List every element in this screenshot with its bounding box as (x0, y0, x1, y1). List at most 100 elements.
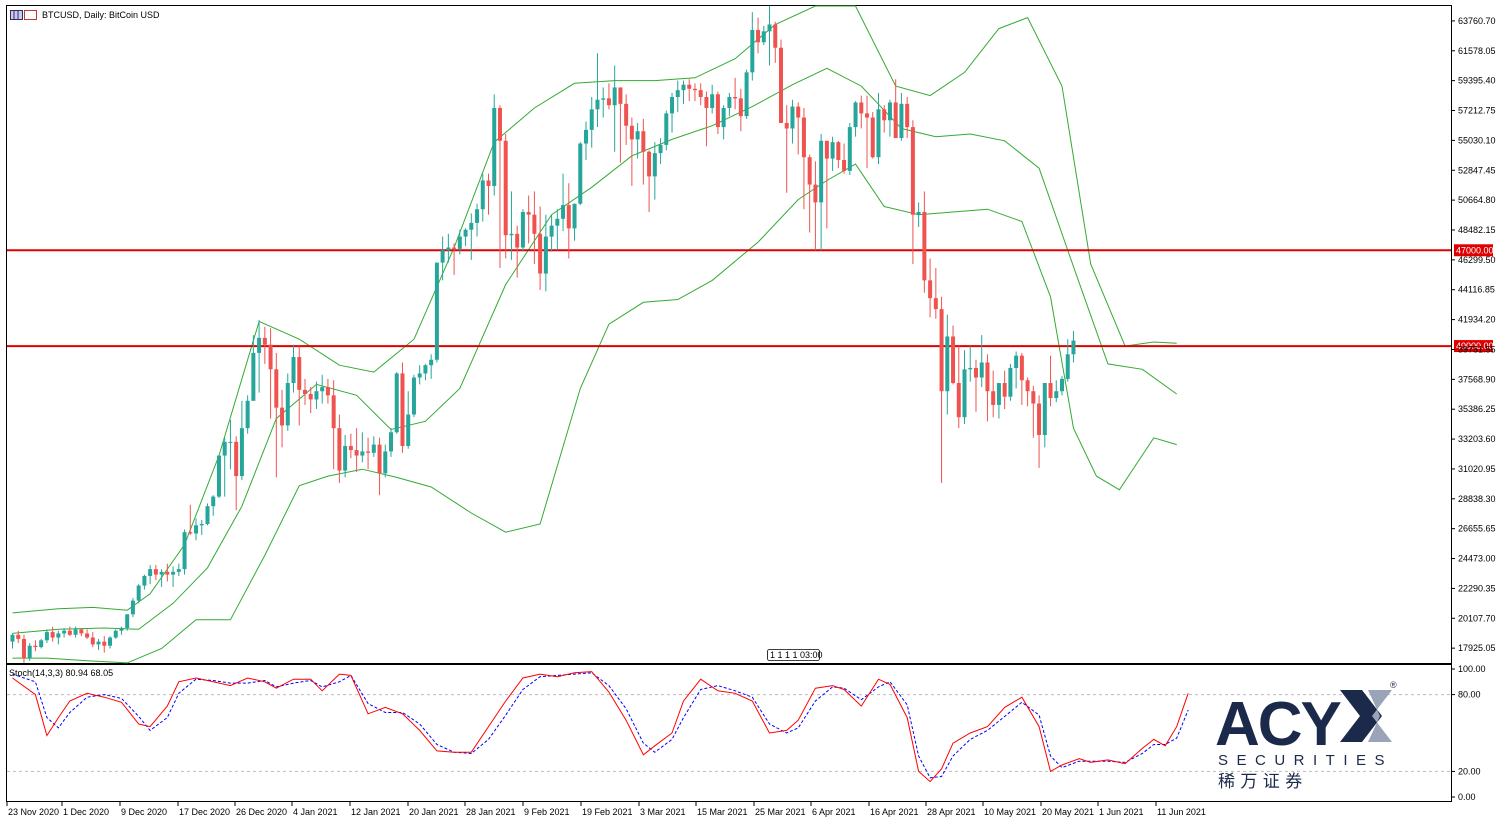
candle-body (205, 506, 210, 524)
candle-body (251, 352, 256, 401)
oscillator-tick-label: 100.00 (1458, 664, 1486, 674)
candle-body (916, 211, 921, 215)
oscillator-tick-label: 0.00 (1458, 792, 1476, 802)
price-tick-label: 26655.65 (1458, 524, 1496, 534)
candle-body (979, 362, 984, 378)
candle-body (584, 129, 588, 144)
candle-body (291, 357, 296, 384)
candle-body (50, 632, 55, 638)
candle-body (348, 445, 353, 451)
candle-body (153, 569, 158, 575)
candle-body (899, 103, 904, 139)
price-tick-label: 17925.05 (1458, 643, 1496, 653)
acy-logo: ACY ® SECURITIES 稀 万 证 券 (1215, 680, 1397, 792)
candle-body (389, 432, 394, 452)
candle-body (62, 630, 67, 634)
candle-body (130, 600, 135, 615)
time-axis: 23 Nov 2020 1 Dec 2020 9 Dec 2020 17 Dec 20… (6, 802, 1206, 817)
price-tick-label: 52847.45 (1458, 165, 1496, 175)
time-tick-label: 16 Apr 2021 (870, 807, 919, 817)
candle-body (933, 298, 938, 310)
stoch-main-line (12, 671, 1189, 783)
candle-body (698, 90, 703, 98)
candle-body (629, 125, 634, 140)
candle-body (790, 106, 795, 129)
time-tick-label: 28 Jan 2021 (466, 807, 516, 817)
candle-body (836, 142, 841, 160)
candle-body (509, 233, 514, 236)
candle-body (733, 97, 738, 99)
candle-body (325, 387, 330, 396)
candle-body (561, 205, 566, 219)
candle-body (440, 250, 445, 263)
level-label-bg (1454, 244, 1493, 257)
candle-body (400, 373, 405, 446)
level-label-bg (1454, 340, 1493, 353)
candle-body (33, 645, 38, 648)
time-tick-label: 9 Feb 2021 (524, 807, 570, 817)
candle-body (985, 362, 990, 392)
candle-body (784, 123, 789, 129)
candle-body (715, 94, 720, 128)
price-tick-label: 37568.90 (1458, 374, 1496, 384)
candle-body (870, 117, 875, 158)
candle-body (543, 236, 548, 274)
candle-body (452, 247, 457, 249)
horizontal-levels[interactable]: 47000.00 40000.00 (7, 244, 1494, 353)
price-tick-label: 61578.05 (1458, 46, 1496, 56)
candle-body (687, 84, 692, 89)
candle-body (859, 102, 864, 114)
candle-body (228, 441, 233, 443)
time-tick-label: 15 Mar 2021 (697, 807, 748, 817)
candle-body (515, 233, 520, 248)
candle-body (973, 367, 978, 378)
candle-body (652, 153, 657, 177)
candle-body (865, 113, 870, 118)
candle-body (778, 47, 783, 124)
price-tick-label: 50664.80 (1458, 195, 1496, 205)
candle-body (297, 357, 302, 390)
price-tick-label: 33203.60 (1458, 434, 1496, 444)
candle-body (744, 72, 749, 117)
chart-title-text: BTCUSD, Daily: BitCoin USD (42, 10, 160, 20)
candle-body (343, 445, 348, 471)
time-tick-label: 17 Dec 2020 (179, 807, 230, 817)
level-label: 40000.00 (1456, 341, 1494, 351)
candle-body (67, 630, 72, 635)
logo-chevron-light-icon (1368, 690, 1392, 742)
candle-body (188, 532, 193, 534)
candle-body (1019, 355, 1024, 381)
bollinger-middle (12, 67, 1177, 634)
price-tick-label: 57212.75 (1458, 106, 1496, 116)
candle-body (601, 98, 606, 100)
candle-body (526, 211, 531, 215)
candle-body (664, 113, 669, 145)
candle-body (125, 614, 130, 628)
candle-body (692, 88, 697, 91)
candle-body (991, 391, 996, 405)
price-tick-label: 41934.20 (1458, 315, 1496, 325)
chart-window-icon-2 (24, 10, 37, 20)
chart-title: BTCUSD, Daily: BitCoin USD (10, 10, 160, 20)
candle-body (905, 103, 910, 128)
candle-body (211, 496, 216, 507)
scroll-marker[interactable]: 1 1 1 1 03:00 (767, 649, 823, 661)
price-tick-label: 20107.70 (1458, 613, 1496, 623)
price-tick-label: 39751.55 (1458, 344, 1496, 354)
candle-body (578, 143, 583, 204)
price-tick-label: 44116.85 (1458, 285, 1495, 295)
time-tick-label: 11 Jun 2021 (1157, 807, 1206, 817)
candle-body (216, 455, 221, 497)
candle-body (268, 344, 273, 370)
candle-body (876, 109, 881, 158)
candle-body (463, 229, 468, 237)
candle-body (331, 395, 336, 429)
candle-body (446, 247, 451, 251)
candle-body (394, 373, 399, 433)
candle-body (939, 309, 944, 392)
candle-body (1031, 391, 1036, 404)
candle-body (274, 369, 279, 408)
candle-body (113, 630, 118, 638)
candle-body (371, 444, 376, 453)
